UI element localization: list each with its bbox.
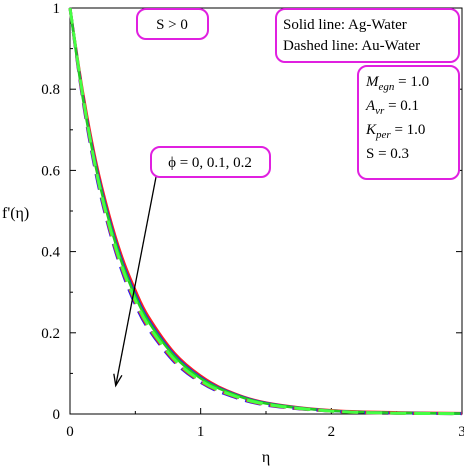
series-line-dashed-5 xyxy=(68,7,463,416)
y-axis-label: f'(η) xyxy=(2,205,29,222)
arrow-shaft xyxy=(115,162,160,386)
x-tick-label: 2 xyxy=(328,424,336,440)
annotations: S > 0 Solid line: Ag-Water Dashed line: Au… xyxy=(113,8,460,388)
param-2: Kper = 1.0 xyxy=(365,122,425,141)
y-tick-label: 0 xyxy=(53,407,61,423)
box-phi xyxy=(150,146,271,178)
y-tick-label: 1 xyxy=(53,1,61,17)
y-tick-label: 0.2 xyxy=(41,326,60,342)
phi-label: ϕ = 0, 0.1, 0.2 xyxy=(168,155,252,171)
param-3: S = 0.3 xyxy=(366,146,409,162)
legend-solid: Solid line: Ag-Water xyxy=(283,17,407,33)
param-0: Megn = 1.0 xyxy=(365,74,429,93)
y-tick-label: 0.4 xyxy=(41,245,60,261)
s-label: S > 0 xyxy=(156,17,188,33)
x-tick-label: 3 xyxy=(458,424,464,440)
x-tick-label: 0 xyxy=(66,424,74,440)
arrow-head xyxy=(113,373,123,388)
y-tick-label: 0.8 xyxy=(41,82,60,98)
box-legend xyxy=(275,8,460,63)
param-1: Avr = 0.1 xyxy=(365,98,419,117)
x-axis-label: η xyxy=(262,449,270,466)
box-params xyxy=(357,65,460,180)
x-tick-label: 1 xyxy=(197,424,205,440)
y-tick-label: 0.6 xyxy=(41,163,60,179)
legend-dashed: Dashed line: Au-Water xyxy=(283,38,420,54)
curves xyxy=(68,7,463,416)
box-s-label xyxy=(136,8,209,40)
